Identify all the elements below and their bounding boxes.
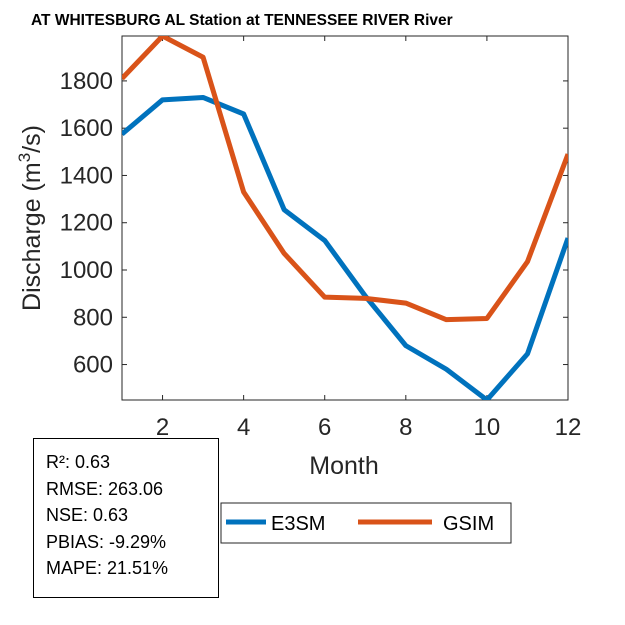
x-tick-label: 4 [237, 414, 250, 441]
x-tick-label: 12 [555, 414, 582, 441]
x-axis-ticks: 2 4 6 8 10 12 [156, 36, 581, 441]
y-axis-label-tail: /s) [18, 125, 46, 153]
y-tick-label: 800 [73, 304, 113, 331]
y-axis-label-sup: 3 [15, 153, 34, 162]
stat-nse: NSE: 0.63 [46, 505, 129, 525]
y-axis-ticks: 600 800 1000 1200 1400 1600 1800 [60, 68, 568, 379]
x-tick-label: 10 [474, 414, 501, 441]
stat-pbias: PBIAS: -9.29% [46, 531, 167, 552]
y-tick-label: 1200 [60, 210, 113, 237]
legend-label-e3sm: E3SM [271, 513, 325, 535]
series-line-e3sm [122, 94, 568, 400]
stat-rmse: RMSE: 263.06 [46, 478, 164, 499]
plot-area [121, 35, 569, 401]
x-axis-label: Month [309, 452, 378, 480]
series-line-gsim [122, 36, 568, 323]
legend: E3SM GSIM [220, 502, 512, 544]
stats-box: R²: 0.63 RMSE: 263.06 NSE: 0.63 PBIAS: -… [33, 438, 219, 598]
y-axis-label-main: Discharge (m [18, 162, 46, 311]
x-tick-label: 2 [156, 414, 169, 441]
y-tick-label: 600 [73, 352, 113, 379]
series-lines [122, 36, 568, 400]
legend-label-gsim: GSIM [443, 513, 494, 535]
stat-r2: R²: 0.63 [46, 452, 111, 472]
y-axis-label: Discharge (m3/s) [15, 125, 46, 311]
y-tick-label: 1400 [60, 162, 113, 189]
y-tick-label: 1800 [60, 68, 113, 95]
x-tick-label: 6 [318, 414, 331, 441]
x-tick-label: 8 [399, 414, 412, 441]
chart-title: AT WHITESBURG AL Station at TENNESSEE RI… [31, 12, 453, 29]
y-tick-label: 1000 [60, 257, 113, 284]
stat-mape: MAPE: 21.51% [46, 558, 169, 578]
y-tick-label: 1600 [60, 115, 113, 142]
